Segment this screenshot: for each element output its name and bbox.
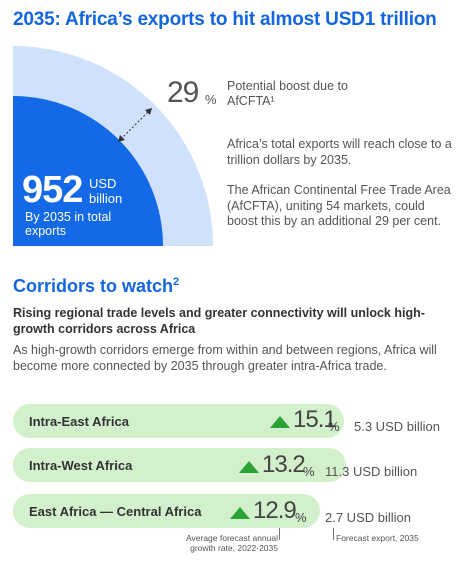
corridor-name: East Africa — Central Africa [29,504,202,519]
export-footnote: Forecast export, 2035 [336,533,419,543]
corridors-subheading: Rising regional trade levels and greater… [13,306,425,336]
corridors-body: As high-growth corridors emerge from wit… [13,343,437,373]
rate-footnote: Average forecast annual growth rate, 202… [186,533,278,553]
exports-paragraph: Africa’s total exports will reach close … [227,137,452,167]
corridors-heading: Corridors to watch2 [13,276,179,297]
boost-percent-value: 29 [167,76,199,109]
corridor-name: Intra-West Africa [29,458,133,473]
afcfta-paragraph: The African Continental Free Trade Area … [227,183,451,228]
up-triangle-icon [230,507,250,519]
forecast-export: 11.3 USD billion [325,464,418,479]
rate-footnote-tick [279,528,280,540]
forecast-export: 5.3 USD billion [354,419,440,434]
export-footnote-tick [333,528,334,540]
forecast-export: 2.7 USD billion [325,510,411,525]
growth-rate: 12.9 [253,497,297,524]
unit-line-1: USD [89,176,117,191]
up-triangle-icon [270,416,290,428]
quarter-circle-graphic [13,46,213,246]
corridor-row: East Africa — Central Africa [13,494,320,528]
total-exports-caption: By 2035 in total exports [25,210,112,238]
page-title: 2035: Africa’s exports to hit almost USD… [13,9,437,30]
unit-line-2: billion [89,191,123,206]
growth-rate-percent: % [303,464,315,479]
boost-percent-sign: % [205,92,217,107]
diagonal-double-arrow-icon [117,107,153,143]
total-exports-unit: USD billion [89,176,122,206]
growth-rate: 15.1 [293,406,337,433]
up-triangle-icon [239,461,259,473]
corridors-footnote-mark: 2 [173,276,180,288]
corridors-heading-text: Corridors to watch [13,276,174,296]
growth-rate-percent: % [328,419,340,434]
corridor-row: Intra-West Africa [13,448,346,482]
boost-label: Potential boost due to AfCFTA¹ [227,79,348,108]
total-exports-value: 952 [22,169,83,211]
growth-rate-percent: % [295,510,307,525]
corridor-name: Intra-East Africa [29,414,129,429]
growth-rate: 13.2 [262,451,306,478]
